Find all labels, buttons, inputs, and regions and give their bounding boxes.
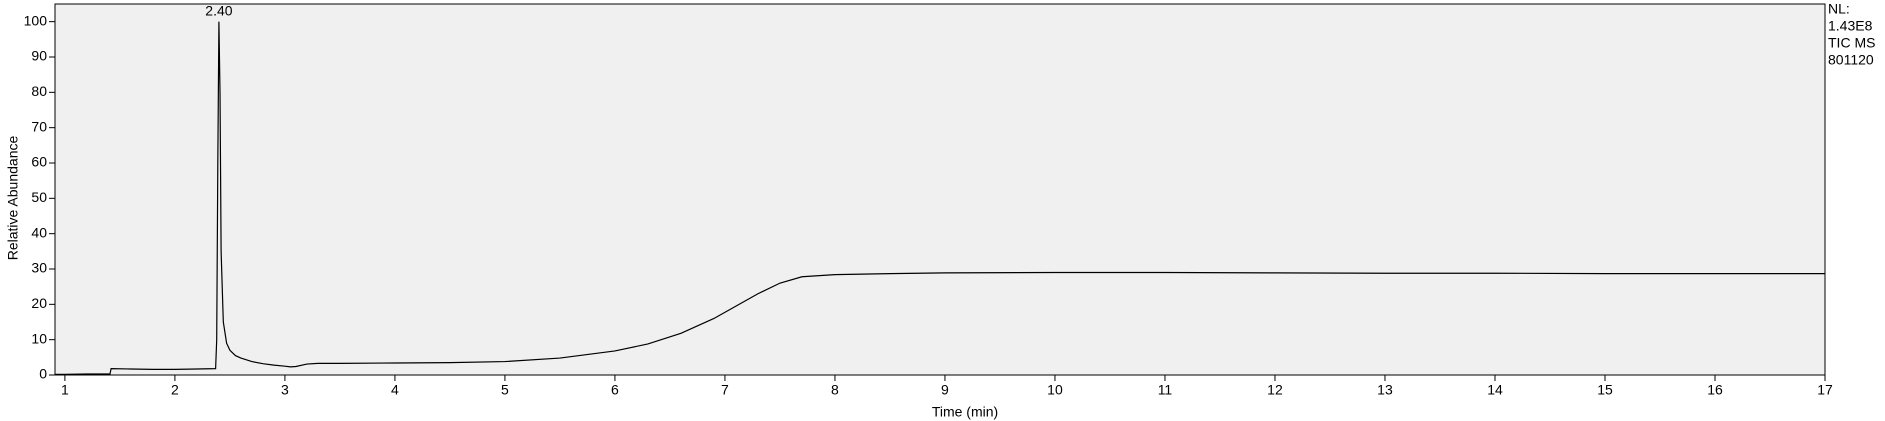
x-tick-label: 14 — [1487, 382, 1503, 398]
x-tick-label: 9 — [941, 382, 949, 398]
plot-area — [54, 3, 1826, 376]
y-tick-label: 90 — [31, 48, 47, 64]
x-tick-label: 8 — [831, 382, 839, 398]
x-tick-label: 11 — [1158, 382, 1173, 398]
y-tick-label: 70 — [31, 118, 47, 134]
info-text: TIC MS — [1828, 35, 1875, 51]
x-tick-label: 10 — [1047, 382, 1063, 398]
y-tick-label: 40 — [31, 224, 47, 240]
x-tick-label: 13 — [1377, 382, 1393, 398]
x-tick-label: 15 — [1597, 382, 1613, 398]
info-text: 1.43E8 — [1828, 18, 1873, 34]
x-tick-label: 6 — [611, 382, 619, 398]
y-axis-label: Relative Abundance — [5, 136, 21, 261]
x-tick-label: 1 — [61, 382, 69, 398]
y-tick-label: 100 — [24, 12, 48, 28]
x-tick-label: 4 — [391, 382, 399, 398]
y-tick-label: 60 — [31, 154, 47, 170]
y-tick-label: 0 — [39, 366, 47, 382]
info-text: NL: — [1828, 1, 1850, 17]
line-series — [55, 21, 1825, 375]
x-axis-label: Time (min) — [932, 404, 998, 420]
y-tick-label: 50 — [31, 189, 47, 205]
x-tick-label: 16 — [1707, 382, 1723, 398]
y-tick-label: 30 — [31, 260, 47, 276]
x-tick-label: 17 — [1817, 382, 1833, 398]
info-text: 801120 — [1828, 52, 1874, 68]
x-tick-label: 3 — [281, 382, 289, 398]
x-tick-label: 2 — [171, 382, 179, 398]
peak-label: 2.40 — [205, 2, 232, 18]
y-tick-label: 10 — [31, 330, 47, 346]
y-tick-label: 80 — [31, 83, 47, 99]
y-tick-label: 20 — [31, 295, 47, 311]
x-tick-label: 12 — [1267, 382, 1283, 398]
x-tick-label: 5 — [501, 382, 509, 398]
x-tick-label: 7 — [721, 382, 729, 398]
